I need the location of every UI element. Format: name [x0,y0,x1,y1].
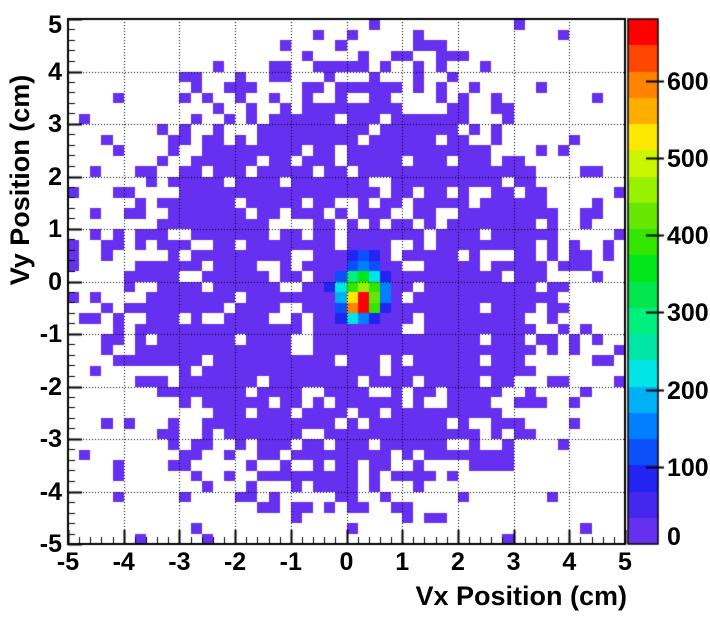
y-tick-label: 2 [48,162,62,191]
x-tick-label: -3 [168,548,191,576]
x-tick-label: -5 [56,548,80,576]
x-tick-label: 1 [395,548,410,576]
x-tick-label: 5 [618,548,632,576]
y-tick-label: -3 [39,425,62,453]
x-tick-label: -1 [279,548,302,576]
x-tick-label: -4 [112,548,135,576]
y-tick-label: 3 [48,110,62,138]
x-tick-label: 2 [450,548,465,576]
y-tick-label: 4 [48,57,62,86]
colorbar-tick-label: 100 [667,453,709,482]
y-tick-label: -4 [39,477,62,506]
y-tick-label: 0 [48,267,62,296]
colorbar-tick-label: 0 [667,523,681,551]
colorbar-tick-label: 600 [667,67,709,96]
colorbar-tick-label: 300 [667,299,709,328]
y-tick-label: 5 [48,11,62,39]
x-tick-label: 0 [339,548,354,576]
y-tick-label: -2 [39,372,62,401]
colorbar-tick-label: 500 [667,144,709,173]
colorbar-tick-label: 400 [667,222,709,251]
x-tick-label: 4 [562,548,577,576]
x-tick-label: -2 [223,548,247,576]
y-tick-label: 1 [48,215,62,243]
x-tick-label: 3 [506,548,521,576]
x-axis-title: Vx Position (cm) [415,581,627,611]
colorbar-tick-label: 200 [667,376,709,405]
y-tick-label: -1 [39,320,62,348]
y-tick-label: -5 [39,530,62,558]
